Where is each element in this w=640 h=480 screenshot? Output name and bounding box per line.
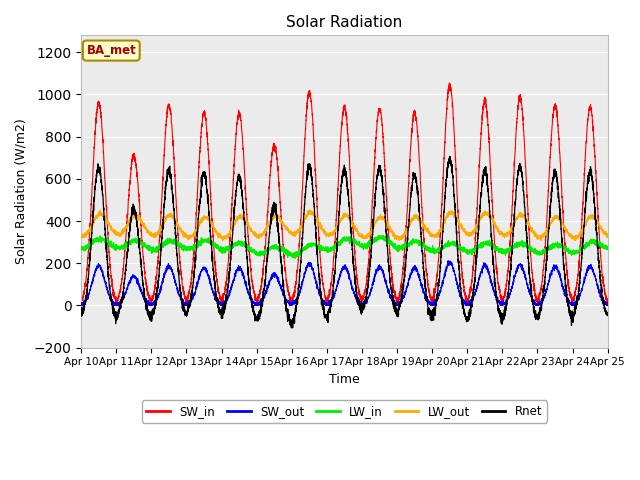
Title: Solar Radiation: Solar Radiation: [286, 15, 403, 30]
X-axis label: Time: Time: [329, 373, 360, 386]
Text: BA_met: BA_met: [86, 44, 136, 57]
Y-axis label: Solar Radiation (W/m2): Solar Radiation (W/m2): [15, 119, 28, 264]
Legend: SW_in, SW_out, LW_in, LW_out, Rnet: SW_in, SW_out, LW_in, LW_out, Rnet: [141, 400, 547, 423]
